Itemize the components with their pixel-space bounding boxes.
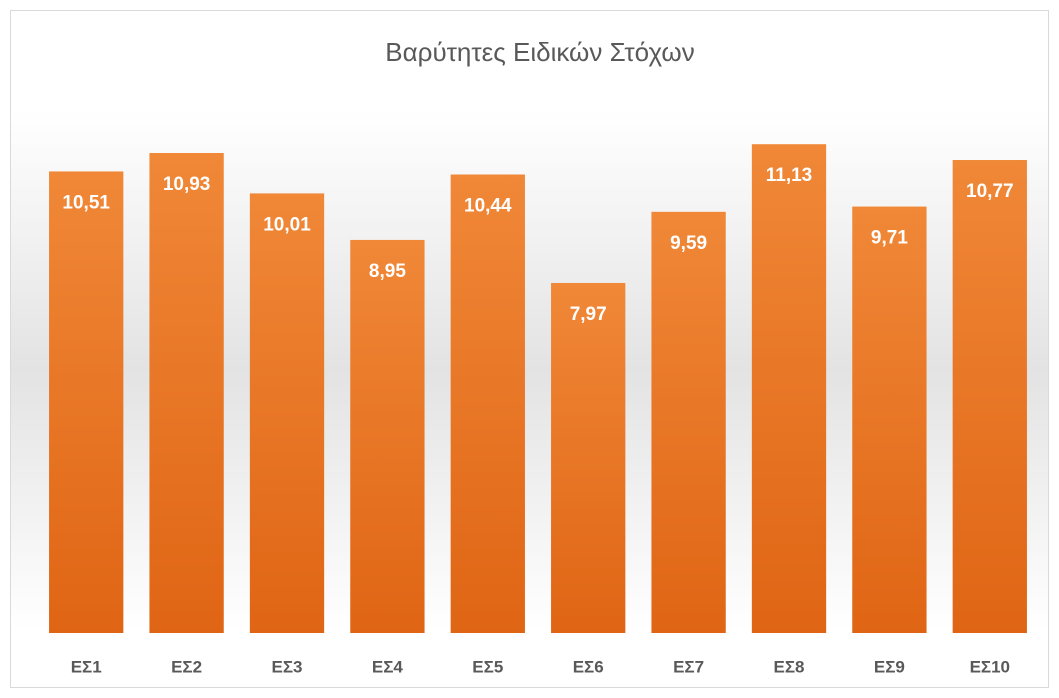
data-label: 9,71 <box>871 228 908 249</box>
x-tick-label: ΕΣ10 <box>970 657 1010 676</box>
bar <box>751 144 827 633</box>
x-tick-label: ΕΣ9 <box>874 657 905 676</box>
bar <box>651 211 726 633</box>
bar <box>450 174 525 633</box>
bar <box>249 193 325 633</box>
x-tick-label: ΕΣ2 <box>171 657 202 676</box>
chart-title: Βαρύτητες Ειδικών Στόχων <box>385 37 694 67</box>
bar <box>49 171 124 633</box>
data-label: 10,93 <box>163 174 211 195</box>
x-tick-label: ΕΣ1 <box>71 657 102 676</box>
x-tick-label: ΕΣ4 <box>372 657 404 676</box>
data-label: 10,51 <box>62 192 110 213</box>
x-tick-label: ΕΣ6 <box>573 657 604 676</box>
data-label: 7,97 <box>570 304 607 325</box>
bar <box>149 152 224 633</box>
data-label: 8,95 <box>369 261 406 282</box>
x-tick-label: ΕΣ3 <box>272 657 303 676</box>
x-tick-label: ΕΣ5 <box>472 657 503 676</box>
bar <box>852 206 927 634</box>
bar <box>551 282 626 633</box>
data-label: 10,01 <box>263 214 311 235</box>
bar <box>350 239 425 633</box>
bar <box>952 160 1027 633</box>
data-label: 9,59 <box>670 233 707 254</box>
data-label: 11,13 <box>766 165 813 186</box>
data-label: 10,77 <box>966 181 1014 202</box>
x-tick-label: ΕΣ7 <box>673 657 704 676</box>
data-label: 10,44 <box>464 196 512 217</box>
x-tick-label: ΕΣ8 <box>774 657 805 676</box>
